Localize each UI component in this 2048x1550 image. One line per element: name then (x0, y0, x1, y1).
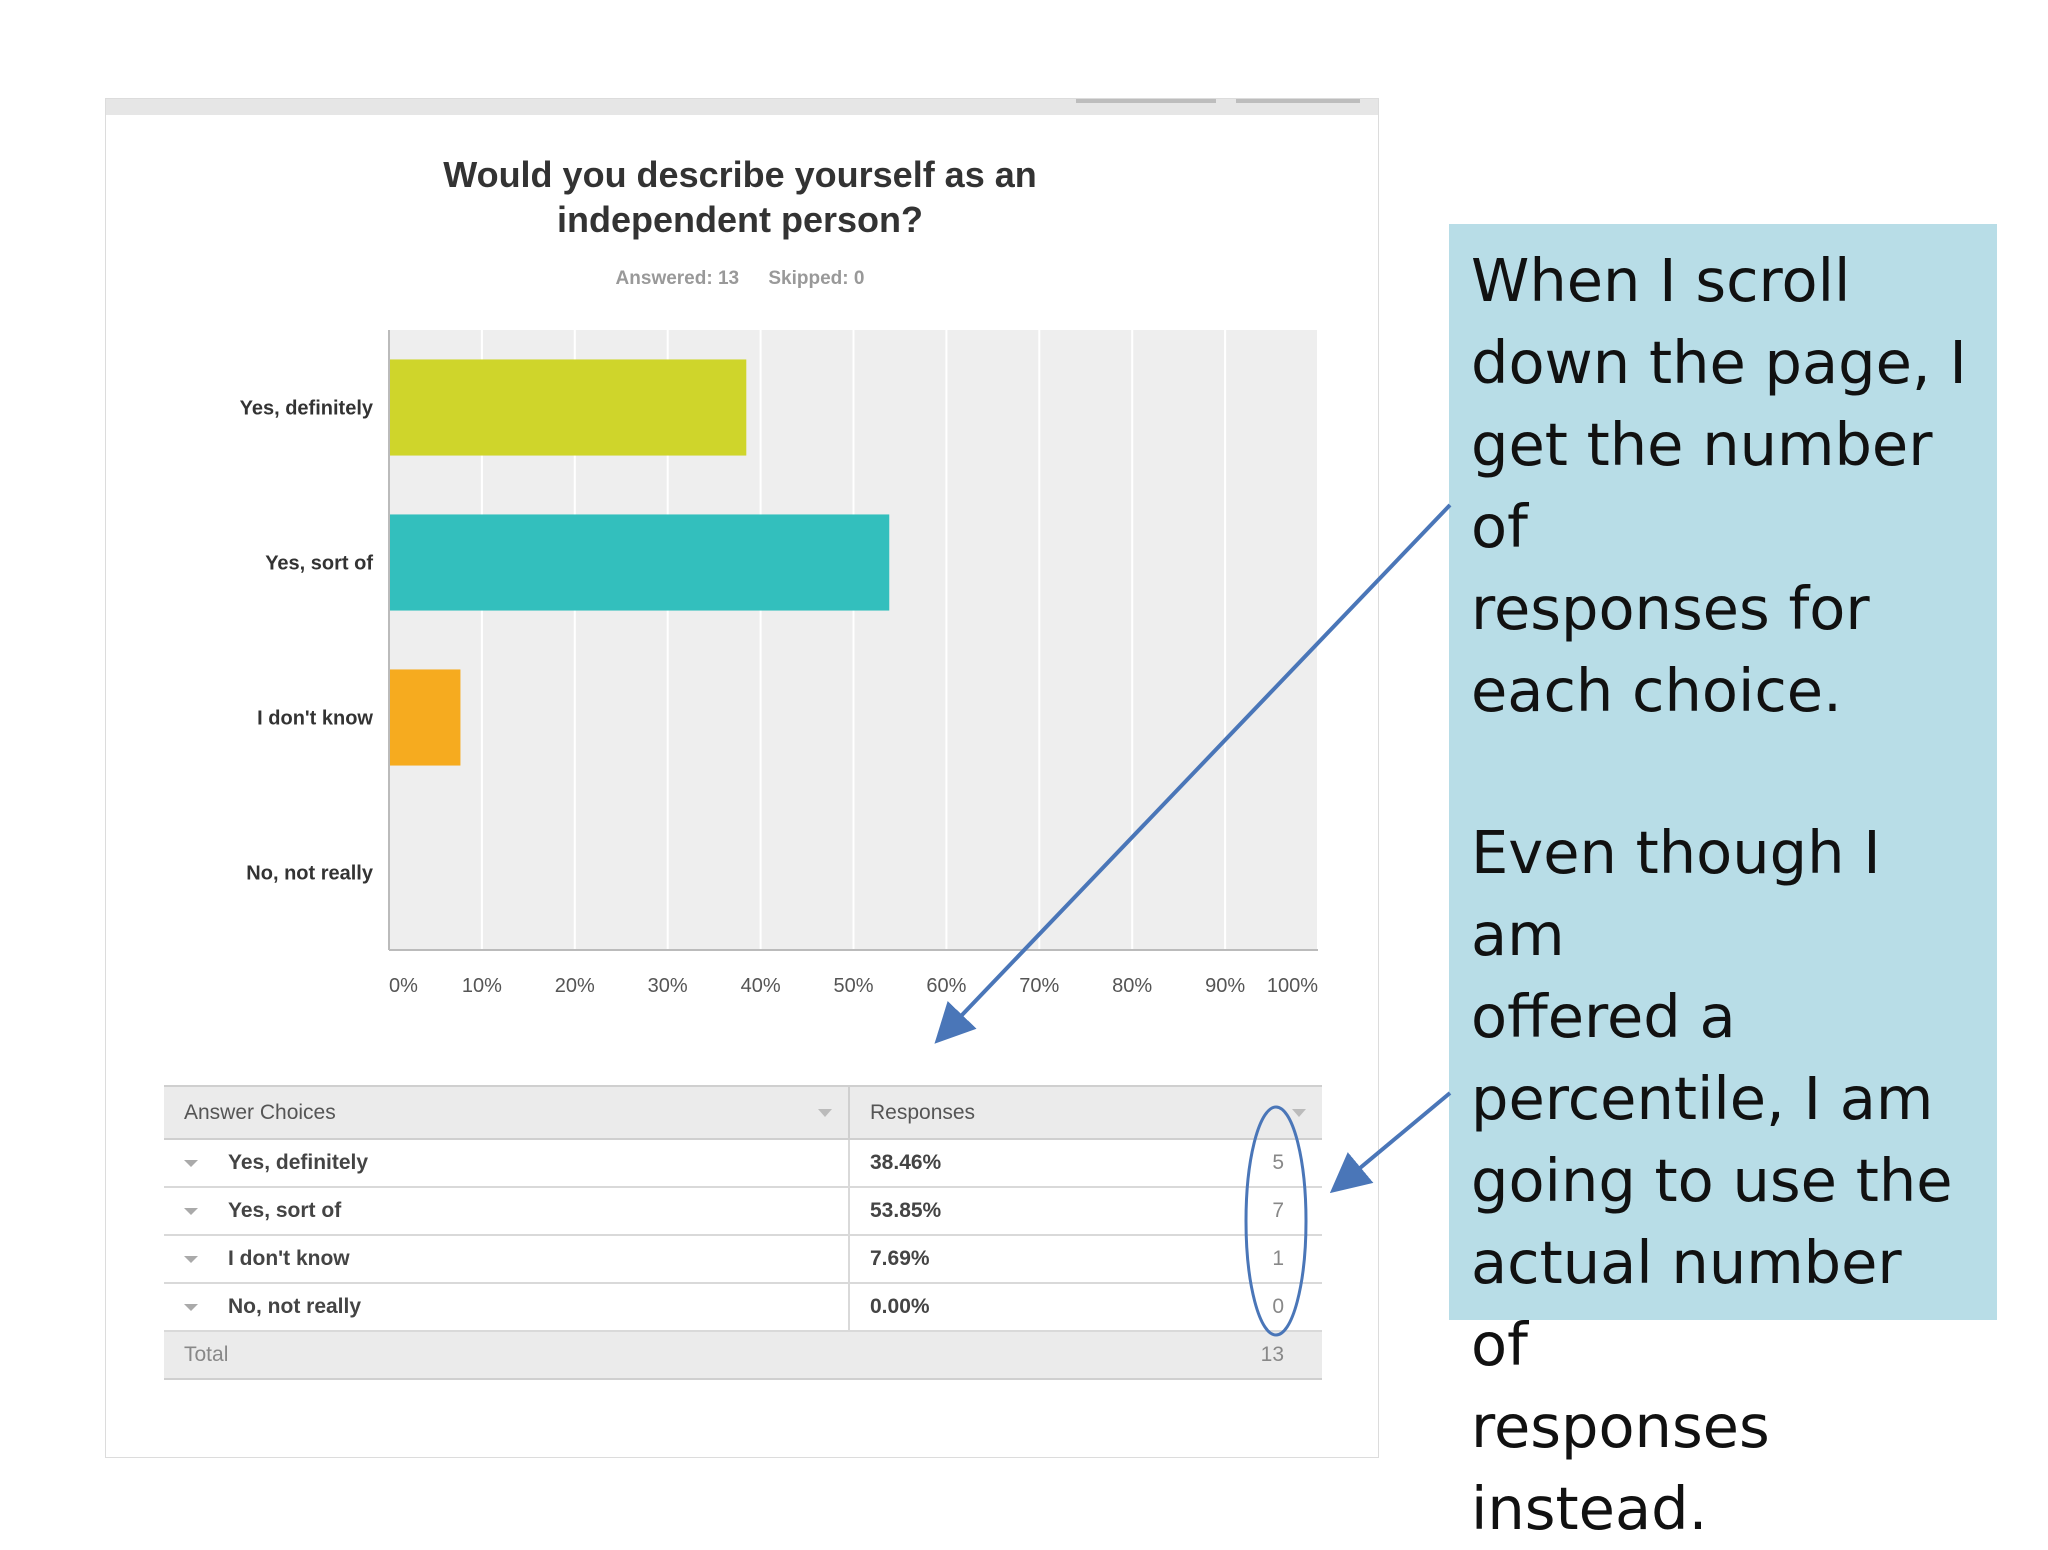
count-value: 0 (1272, 1295, 1284, 1318)
panel-top-bar (106, 99, 1378, 115)
count-value: 1 (1272, 1247, 1284, 1270)
expand-caret-icon[interactable] (184, 1159, 198, 1167)
table-total-row: Total 13 (164, 1331, 1322, 1380)
table-row: I don't know 7.69% 1 (164, 1235, 1322, 1284)
bar (390, 514, 890, 611)
bar (390, 359, 747, 456)
expand-caret-icon[interactable] (184, 1207, 198, 1215)
total-count: 13 (1260, 1343, 1284, 1366)
expand-caret-icon[interactable] (184, 1255, 198, 1263)
header-answer-choices-label: Answer Choices (184, 1100, 336, 1124)
total-count-cell: 13 (849, 1331, 1322, 1380)
total-label: Total (184, 1343, 229, 1366)
percent-value: 53.85% (870, 1199, 942, 1222)
sort-caret-icon[interactable] (1292, 1109, 1306, 1117)
chart-title: Would you describe yourself as an indepe… (443, 154, 1037, 240)
choice-cell: No, not really (164, 1283, 850, 1332)
x-tick-label: 80% (1112, 975, 1152, 997)
x-tick-label: 30% (648, 975, 688, 997)
percent-value: 0.00% (870, 1295, 930, 1318)
x-tick-label: 100% (1267, 975, 1318, 997)
table-header-row: Answer Choices Responses (164, 1085, 1322, 1140)
callout-paragraph-2: Even though I am offered a percentile, I… (1471, 818, 1953, 1543)
x-tick-label: 10% (462, 975, 502, 997)
choice-label: I don't know (228, 1247, 350, 1270)
percent-value: 38.46% (870, 1151, 942, 1174)
callout-paragraph-1: When I scroll down the page, I get the n… (1471, 246, 1967, 725)
choice-label: No, not really (228, 1295, 362, 1318)
x-tick-label: 20% (555, 975, 595, 997)
bar (390, 669, 461, 766)
count-value: 7 (1272, 1199, 1284, 1222)
results-table: Answer Choices Responses Yes, definitely… (164, 1085, 1322, 1380)
panel-tab-left[interactable] (1076, 99, 1216, 103)
category-label: I don't know (257, 708, 373, 730)
category-label: No, not really (246, 863, 374, 885)
response-summary: Answered: 13 Skipped: 0 (340, 268, 1140, 290)
total-label-cell: Total (164, 1331, 849, 1380)
header-responses-label: Responses (870, 1100, 976, 1124)
percent-value: 7.69% (870, 1247, 930, 1270)
annotation-callout-box: When I scroll down the page, I get the n… (1449, 224, 1997, 1543)
choice-label: Yes, sort of (228, 1199, 342, 1222)
x-tick-label: 70% (1019, 975, 1059, 997)
x-tick-label: 40% (741, 975, 781, 997)
panel-tab-right[interactable] (1236, 99, 1360, 103)
response-cell: 38.46% 5 (849, 1139, 1322, 1188)
skipped-count: Skipped: 0 (768, 268, 865, 289)
category-label: Yes, definitely (240, 398, 374, 420)
x-tick-label: 0% (389, 975, 418, 997)
table-row: Yes, sort of 53.85% 7 (164, 1187, 1322, 1236)
table-row: Yes, definitely 38.46% 5 (164, 1139, 1322, 1188)
choice-cell: Yes, sort of (164, 1187, 850, 1236)
x-tick-label: 90% (1205, 975, 1245, 997)
choice-cell: Yes, definitely (164, 1139, 850, 1188)
x-tick-label: 60% (926, 975, 966, 997)
response-cell: 7.69% 1 (849, 1235, 1322, 1284)
response-cell: 53.85% 7 (849, 1187, 1322, 1236)
choice-label: Yes, definitely (228, 1151, 369, 1174)
header-answer-choices[interactable]: Answer Choices (164, 1085, 850, 1140)
count-value: 5 (1272, 1151, 1284, 1174)
choice-cell: I don't know (164, 1235, 850, 1284)
sort-caret-icon[interactable] (818, 1109, 832, 1117)
expand-caret-icon[interactable] (184, 1303, 198, 1311)
answered-count: Answered: 13 (615, 268, 740, 289)
x-tick-label: 50% (833, 975, 873, 997)
response-cell: 0.00% 0 (849, 1283, 1322, 1332)
category-label: Yes, sort of (265, 553, 373, 575)
table-row: No, not really 0.00% 0 (164, 1283, 1322, 1332)
header-responses[interactable]: Responses (849, 1085, 1322, 1140)
